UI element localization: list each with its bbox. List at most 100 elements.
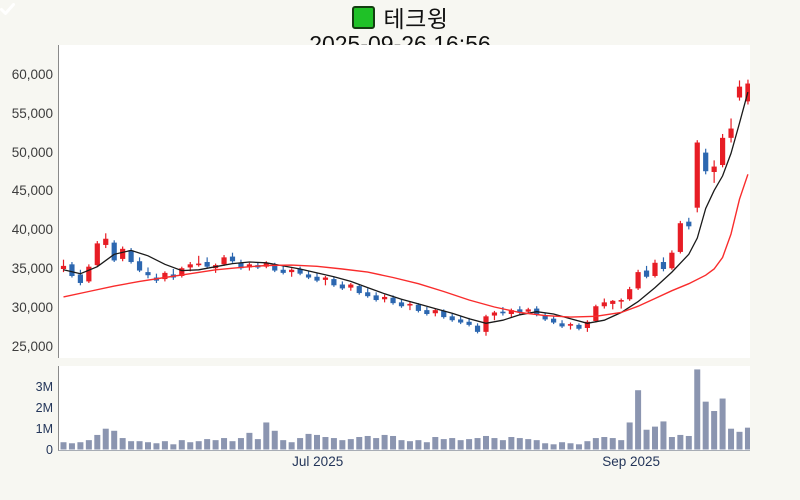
volume-bar — [128, 441, 135, 450]
volume-bar — [263, 422, 270, 450]
volume-bar — [542, 443, 549, 450]
volume-bar — [271, 430, 278, 450]
candle-body-up — [60, 265, 67, 269]
candle-body-down — [272, 264, 278, 271]
candle-body-up — [728, 128, 734, 138]
price-axis-tick-label: 30,000 — [11, 299, 53, 315]
candle-body-down — [559, 323, 565, 327]
candle-body-up — [627, 289, 633, 300]
volume-bar — [584, 441, 591, 450]
volume-bar — [423, 442, 430, 450]
candle-body-up — [720, 137, 726, 166]
volume-bar — [254, 439, 261, 450]
volume-chart-canvas — [60, 369, 750, 450]
candle-body-up — [601, 302, 607, 307]
candle-body-up — [103, 238, 109, 245]
price-axis-tick-label: 25,000 — [11, 338, 53, 354]
candle-body-down — [373, 295, 379, 301]
candle-body-down — [204, 262, 210, 267]
date-axis-tick-label: Jul 2025 — [292, 454, 344, 469]
chart-header: 테크윙 — [0, 3, 800, 32]
price-axis-tick-label: 40,000 — [11, 222, 53, 238]
candle-body-up — [162, 272, 168, 280]
volume-bar — [592, 438, 599, 450]
candle-body-down — [314, 276, 320, 281]
volume-bar — [685, 435, 692, 450]
volume-bar — [736, 431, 743, 450]
volume-bar — [178, 440, 185, 450]
volume-bar — [728, 428, 735, 450]
candle-body-down — [703, 152, 709, 172]
volume-bar — [466, 439, 473, 450]
candle-body-up — [196, 263, 202, 266]
candle-body-up — [652, 262, 658, 276]
candle-body-up — [221, 257, 227, 265]
volume-bar — [694, 369, 701, 450]
candle-body-up — [567, 324, 574, 326]
volume-bar — [550, 444, 557, 450]
checkbox-icon — [0, 3, 375, 29]
volume-bar — [297, 438, 304, 450]
price-axis-tick-label: 45,000 — [11, 183, 53, 199]
candle-body-up — [711, 166, 717, 172]
candle-body-up — [179, 268, 185, 276]
volume-bar — [516, 438, 523, 450]
candle-body-down — [449, 316, 455, 321]
volume-bar — [432, 437, 439, 450]
volume-bar — [170, 444, 177, 450]
volume-bar — [415, 440, 422, 450]
candle-body-down — [145, 272, 151, 276]
volume-bar — [440, 439, 447, 450]
candle-body-up — [432, 310, 438, 314]
candle-body-down — [466, 321, 472, 325]
candle-body-down — [128, 250, 134, 263]
candle-body-down — [238, 262, 244, 269]
volume-bar — [618, 440, 625, 450]
price-axis-tick-label: 60,000 — [11, 67, 53, 82]
candle-body-up — [263, 262, 269, 267]
volume-bar — [229, 441, 236, 450]
candle-body-down — [576, 324, 582, 329]
candle-body-down — [69, 264, 75, 276]
volume-bar — [702, 401, 709, 450]
candle-body-up — [610, 300, 616, 304]
candle-body-down — [500, 311, 506, 314]
volume-bar — [744, 427, 750, 450]
candle-body-up — [322, 277, 329, 280]
candle-body-up — [94, 243, 100, 266]
ma-line-short — [63, 91, 749, 324]
volume-bar — [525, 439, 532, 450]
volume-bar — [204, 439, 211, 450]
volume-bar — [153, 443, 160, 450]
candle-body-up — [483, 316, 489, 332]
volume-bar — [288, 442, 295, 450]
volume-bar — [508, 437, 515, 450]
volume-axis-tick-label: 3M — [35, 380, 53, 395]
volume-bar — [280, 440, 287, 450]
candle-body-down — [458, 319, 464, 323]
volume-bar — [677, 434, 684, 450]
candle-body-up — [348, 284, 354, 288]
volume-bar — [373, 438, 380, 450]
volume-chart — [58, 366, 750, 451]
volume-axis-tick-label: 2M — [35, 400, 53, 415]
candle-body-down — [229, 256, 236, 262]
volume-bar — [559, 442, 566, 450]
price-chart-canvas — [60, 79, 750, 336]
volume-bar — [668, 437, 675, 450]
volume-bar — [136, 441, 143, 450]
candle-body-down — [356, 286, 362, 294]
price-axis-tick-label: 50,000 — [11, 144, 53, 160]
volume-bar — [533, 440, 540, 450]
volume-bar — [145, 442, 151, 450]
candle-body-up — [491, 312, 498, 316]
candle-body-up — [694, 142, 700, 208]
candle-body-up — [618, 300, 624, 302]
volume-bar — [356, 437, 363, 450]
candle-body-up — [508, 310, 514, 315]
volume-bar — [60, 442, 67, 450]
volume-bar — [609, 438, 616, 450]
volume-bar — [474, 438, 481, 450]
candle-body-up — [635, 272, 641, 289]
candle-body-up — [736, 86, 743, 98]
